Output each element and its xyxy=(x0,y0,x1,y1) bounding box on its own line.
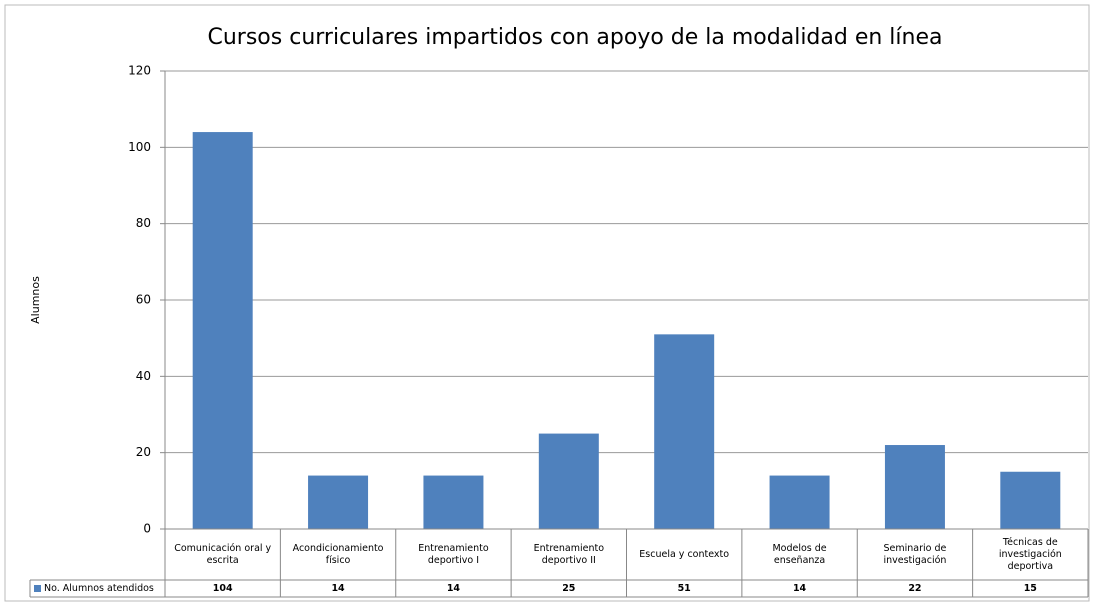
chart-title: Cursos curriculares impartidos con apoyo… xyxy=(208,25,943,50)
bar xyxy=(538,433,599,529)
x-tick-label: Técnicas de investigación deportiva xyxy=(998,536,1062,572)
bar xyxy=(884,445,945,529)
x-tick-label: Escuela y contexto xyxy=(639,548,730,560)
y-tick-label: 20 xyxy=(136,445,151,459)
x-tick-label: Acondicionamiento físico xyxy=(292,542,384,566)
x-tick-label: Entrenamiento deportivo I xyxy=(418,542,489,566)
y-tick-label: 120 xyxy=(128,64,151,78)
y-tick-label: 100 xyxy=(128,140,151,154)
x-tick-label: Comunicación oral y escrita xyxy=(174,542,272,566)
y-tick-label: 80 xyxy=(136,216,151,230)
legend-swatch xyxy=(34,585,41,592)
data-table-value: 51 xyxy=(677,582,691,594)
data-table-value: 25 xyxy=(562,582,576,594)
data-table-value: 14 xyxy=(792,582,807,594)
y-tick-label: 40 xyxy=(136,369,151,383)
bar xyxy=(423,475,484,529)
data-table-value: 15 xyxy=(1023,582,1037,594)
data-table-value: 14 xyxy=(446,582,461,594)
bar xyxy=(654,334,715,529)
data-table-value: 14 xyxy=(331,582,345,594)
x-tick-label: Seminario de investigación xyxy=(883,542,947,566)
data-table-value: 22 xyxy=(908,582,922,594)
x-tick-label: Entrenamiento deportivo II xyxy=(533,542,605,566)
legend-label: No. Alumnos atendidos xyxy=(44,582,154,594)
bar xyxy=(308,475,369,529)
bar xyxy=(1000,471,1061,529)
bar xyxy=(769,475,830,529)
x-tick-label: Modelos de enseñanza xyxy=(772,542,827,566)
bar xyxy=(192,132,253,530)
y-axis-label: Alumnos xyxy=(29,276,42,324)
y-tick-label: 60 xyxy=(136,293,151,307)
y-tick-label: 0 xyxy=(143,522,151,536)
data-table-value: 104 xyxy=(212,582,233,594)
